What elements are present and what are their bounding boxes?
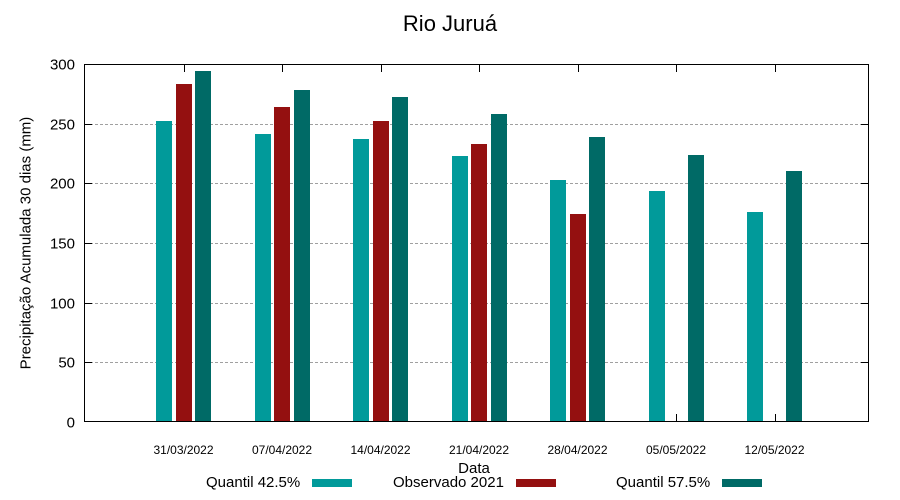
bar-quantil-42-5- (353, 139, 369, 421)
x-tick (479, 65, 480, 72)
y-tick (861, 362, 868, 364)
bar-quantil-42-5- (648, 190, 665, 421)
bar-quantil-57-5- (589, 136, 605, 421)
x-tick (676, 65, 677, 72)
x-tick-label: 31/03/2022 (153, 443, 214, 457)
x-tick (774, 65, 776, 72)
y-tick-label: 200 (49, 175, 75, 193)
y-tick-label: 50 (58, 354, 75, 372)
plot-area: 0 50 100 150 200 250 300 31/03/2022 07/04/2022 14… (50, 57, 869, 457)
y-tick-label: 0 (66, 414, 75, 432)
bar-quantil-42-5- (254, 134, 271, 421)
x-tick (577, 65, 579, 72)
legend-item: Quantil 42.5% (206, 474, 353, 491)
y-tick (85, 362, 92, 364)
y-tick (85, 183, 92, 185)
legend-label: Observado 2021 (393, 474, 504, 491)
y-tick (861, 123, 868, 125)
y-tick (85, 302, 92, 304)
y-tick-label: 300 (49, 56, 75, 74)
legend-label: Quantil 57.5% (616, 474, 711, 491)
bar-observado-2021 (372, 121, 389, 421)
legend-label: Quantil 42.5% (206, 474, 301, 491)
legend-swatch (515, 478, 556, 487)
x-tick (282, 65, 283, 72)
bar-quantil-42-5- (747, 211, 763, 421)
x-tick (676, 414, 677, 421)
x-tick (380, 65, 382, 72)
bar-quantil-57-5- (490, 114, 507, 421)
legend-item: Quantil 57.5% (616, 474, 763, 491)
legend: Quantil 42.5% Observado 2021 Quantil 57.5% (0, 474, 900, 496)
x-tick-label: 21/04/2022 (448, 443, 510, 457)
chart-title: Rio Juruá (402, 11, 498, 36)
bar-observado-2021 (471, 143, 487, 421)
y-tick (861, 243, 868, 244)
bar-quantil-57-5- (392, 97, 408, 421)
x-tick-label: 12/05/2022 (744, 443, 805, 457)
y-tick (861, 302, 868, 304)
x-tick-label: 14/04/2022 (350, 443, 411, 457)
bar-observado-2021 (569, 214, 586, 421)
bar-quantil-57-5- (293, 90, 310, 421)
x-tick-label: 05/05/2022 (645, 443, 707, 457)
legend-item: Observado 2021 (393, 474, 556, 491)
y-tick-label: 100 (49, 295, 75, 313)
bar-quantil-57-5- (195, 71, 211, 421)
gridline (85, 123, 868, 125)
y-tick (85, 123, 92, 125)
x-tick (774, 414, 776, 421)
bar-quantil-42-5- (550, 179, 566, 421)
x-tick-label: 28/04/2022 (547, 443, 608, 457)
x-tick (183, 65, 185, 72)
y-tick-label: 150 (49, 235, 75, 253)
bar-quantil-57-5- (786, 171, 802, 421)
y-tick-label: 250 (49, 116, 75, 134)
legend-swatch (722, 478, 763, 487)
bar-quantil-42-5- (156, 121, 172, 421)
legend-swatch (312, 478, 353, 487)
x-axis-label: Data (458, 460, 490, 477)
x-tick-label: 07/04/2022 (251, 443, 313, 457)
bar-quantil-57-5- (687, 154, 704, 421)
bar-observado-2021 (274, 106, 290, 421)
bar-observado-2021 (175, 84, 192, 421)
y-tick (861, 183, 868, 185)
bar-quantil-42-5- (451, 155, 468, 421)
y-tick (85, 243, 92, 244)
